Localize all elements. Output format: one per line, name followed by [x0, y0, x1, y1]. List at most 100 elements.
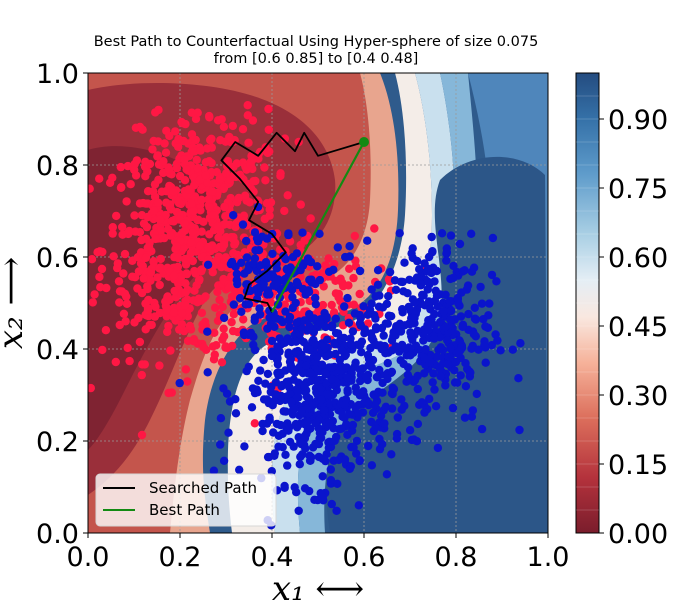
scatter-point — [254, 376, 263, 385]
scatter-point — [364, 355, 374, 364]
scatter-point — [447, 306, 456, 315]
scatter-point — [197, 308, 207, 318]
scatter-point — [219, 456, 229, 465]
scatter-point — [185, 321, 195, 331]
scatter-point — [324, 398, 333, 408]
scatter-point — [193, 108, 202, 117]
scatter-point — [207, 134, 216, 143]
scatter-point — [205, 203, 214, 212]
scatter-point — [449, 273, 458, 283]
scatter-point — [420, 369, 429, 378]
scatter-point — [97, 264, 107, 274]
legend-label-searched: Searched Path — [149, 479, 257, 497]
scatter-point — [345, 264, 354, 273]
scatter-point — [139, 274, 148, 283]
scatter-point — [246, 160, 255, 170]
scatter-point — [134, 267, 144, 276]
scatter-point — [326, 465, 335, 474]
scatter-point — [300, 316, 309, 325]
scatter-point — [284, 229, 293, 238]
scatter-point — [161, 210, 170, 220]
scatter-point — [476, 282, 485, 292]
scatter-point — [119, 269, 128, 278]
scatter-point — [214, 233, 223, 242]
scatter-point — [319, 282, 328, 291]
scatter-point — [282, 265, 292, 274]
scatter-point — [279, 407, 288, 416]
scatter-point — [174, 198, 184, 208]
scatter-point — [516, 339, 525, 348]
scatter-point — [296, 200, 305, 209]
scatter-point — [375, 365, 384, 375]
scatter-point — [477, 424, 487, 434]
scatter-point — [223, 157, 233, 166]
scatter-point — [305, 368, 315, 378]
scatter-point — [217, 358, 227, 367]
scatter-point — [203, 368, 212, 377]
scatter-point — [327, 300, 336, 310]
scatter-point — [355, 319, 365, 328]
scatter-point — [413, 419, 423, 429]
scatter-point — [391, 342, 400, 351]
scatter-point — [188, 228, 197, 237]
scatter-point — [251, 246, 260, 255]
scatter-point — [327, 363, 336, 372]
scatter-point — [477, 299, 487, 308]
scatter-point — [240, 269, 249, 278]
scatter-point — [344, 318, 354, 327]
scatter-point — [354, 501, 363, 510]
scatter-point — [312, 376, 321, 386]
scatter-point — [432, 352, 442, 361]
scatter-point — [131, 227, 140, 236]
scatter-point — [141, 253, 151, 262]
scatter-point — [221, 233, 230, 243]
scatter-point — [481, 358, 490, 367]
scatter-point — [203, 327, 212, 336]
scatter-point — [443, 359, 452, 369]
scatter-point — [508, 345, 517, 354]
scatter-point — [245, 198, 254, 207]
scatter-point — [164, 224, 173, 234]
scatter-point — [294, 420, 303, 429]
scatter-point — [396, 277, 406, 286]
scatter-point — [292, 318, 301, 327]
scatter-point — [295, 460, 304, 469]
scatter-point — [122, 299, 132, 308]
scatter-point — [330, 436, 339, 445]
scatter-point — [186, 238, 196, 247]
best-path-start-marker — [359, 137, 369, 147]
scatter-point — [181, 288, 190, 297]
scatter-point — [379, 331, 388, 340]
scatter-point — [397, 395, 406, 404]
scatter-point — [359, 302, 368, 311]
scatter-point — [280, 481, 289, 491]
scatter-point — [311, 293, 320, 303]
scatter-point — [437, 229, 447, 238]
scatter-point — [237, 307, 246, 316]
scatter-point — [123, 343, 132, 353]
scatter-point — [357, 348, 366, 357]
scatter-point — [325, 350, 334, 359]
scatter-point — [311, 339, 320, 349]
y-tick-label: 0.6 — [36, 243, 79, 274]
scatter-point — [453, 294, 462, 303]
scatter-point — [309, 314, 319, 323]
scatter-point — [427, 268, 436, 278]
scatter-point — [407, 435, 417, 445]
scatter-point — [217, 115, 226, 124]
scatter-point — [320, 368, 330, 378]
scatter-point — [121, 317, 130, 326]
scatter-point — [211, 303, 220, 312]
scatter-point — [174, 134, 183, 144]
scatter-point — [343, 293, 352, 303]
scatter-point — [305, 345, 314, 355]
scatter-point — [454, 347, 464, 357]
scatter-point — [249, 177, 258, 186]
scatter-point — [300, 432, 309, 441]
scatter-point — [286, 354, 295, 364]
scatter-point — [286, 364, 295, 373]
scatter-point — [273, 342, 282, 351]
scatter-point — [284, 426, 293, 435]
scatter-point — [468, 406, 478, 415]
scatter-point — [143, 243, 152, 252]
